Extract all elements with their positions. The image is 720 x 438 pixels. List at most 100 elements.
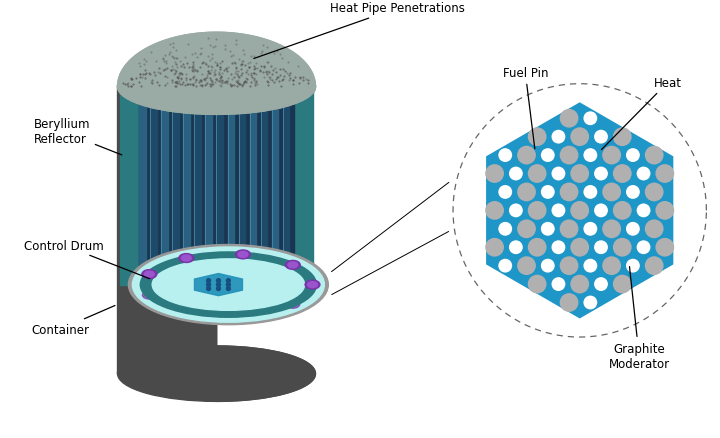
Polygon shape [261, 88, 267, 285]
Circle shape [207, 279, 210, 283]
Ellipse shape [117, 60, 315, 115]
Circle shape [528, 165, 546, 184]
Circle shape [226, 287, 230, 291]
Circle shape [626, 149, 640, 162]
Circle shape [645, 257, 664, 276]
Circle shape [570, 128, 589, 147]
Polygon shape [228, 88, 234, 285]
Circle shape [626, 259, 640, 273]
Circle shape [498, 149, 512, 162]
Circle shape [559, 220, 578, 239]
Circle shape [645, 183, 664, 202]
Polygon shape [161, 88, 168, 285]
Circle shape [559, 183, 578, 202]
Polygon shape [184, 88, 190, 285]
Ellipse shape [307, 282, 318, 288]
Circle shape [517, 220, 536, 239]
Circle shape [645, 220, 664, 239]
Text: Fuel Pin: Fuel Pin [503, 67, 548, 149]
Polygon shape [120, 88, 313, 285]
Circle shape [552, 278, 565, 291]
Circle shape [226, 279, 230, 283]
Circle shape [583, 296, 598, 310]
Circle shape [613, 165, 631, 184]
Ellipse shape [143, 291, 156, 299]
Circle shape [602, 183, 621, 202]
Ellipse shape [117, 346, 315, 402]
Circle shape [509, 204, 523, 218]
Circle shape [207, 287, 210, 291]
Ellipse shape [139, 64, 294, 111]
Circle shape [613, 201, 631, 220]
Circle shape [583, 186, 598, 199]
Circle shape [207, 283, 210, 287]
Circle shape [509, 241, 523, 254]
Circle shape [655, 238, 674, 257]
Circle shape [636, 204, 650, 218]
Polygon shape [217, 88, 223, 285]
Text: Beryllium
Reflector: Beryllium Reflector [33, 118, 122, 155]
Polygon shape [194, 274, 243, 296]
Circle shape [226, 283, 230, 287]
Circle shape [594, 131, 608, 144]
Polygon shape [139, 88, 146, 285]
Polygon shape [194, 88, 201, 285]
Circle shape [570, 165, 589, 184]
Circle shape [583, 112, 598, 126]
Circle shape [528, 238, 546, 257]
Circle shape [594, 241, 608, 254]
Circle shape [517, 257, 536, 276]
Ellipse shape [286, 300, 300, 309]
Circle shape [594, 204, 608, 218]
Text: Heat: Heat [601, 77, 682, 150]
Polygon shape [150, 88, 157, 285]
Circle shape [636, 241, 650, 254]
Circle shape [485, 238, 504, 257]
Circle shape [485, 201, 504, 220]
Circle shape [559, 293, 578, 312]
Polygon shape [117, 60, 217, 374]
Ellipse shape [235, 251, 251, 259]
Circle shape [594, 167, 608, 181]
Circle shape [636, 167, 650, 181]
Circle shape [552, 204, 565, 218]
Circle shape [613, 128, 631, 147]
Polygon shape [283, 88, 289, 285]
Circle shape [528, 128, 546, 147]
Ellipse shape [305, 280, 320, 290]
Circle shape [217, 279, 220, 283]
Circle shape [645, 146, 664, 165]
Circle shape [583, 259, 598, 273]
Circle shape [583, 223, 598, 236]
Circle shape [552, 131, 565, 144]
Ellipse shape [128, 245, 328, 325]
Polygon shape [271, 88, 278, 285]
Circle shape [528, 275, 546, 294]
Polygon shape [217, 60, 315, 402]
Circle shape [570, 275, 589, 294]
Circle shape [655, 165, 674, 184]
Circle shape [517, 183, 536, 202]
Circle shape [541, 149, 554, 162]
Circle shape [541, 259, 554, 273]
Circle shape [602, 146, 621, 165]
Circle shape [570, 201, 589, 220]
Circle shape [217, 287, 220, 291]
Circle shape [602, 220, 621, 239]
Text: Control Drum: Control Drum [24, 239, 150, 279]
Circle shape [528, 201, 546, 220]
Ellipse shape [179, 254, 194, 263]
Circle shape [570, 238, 589, 257]
Circle shape [559, 257, 578, 276]
Ellipse shape [285, 261, 300, 270]
Polygon shape [172, 88, 179, 285]
Polygon shape [117, 33, 315, 88]
Circle shape [613, 275, 631, 294]
Circle shape [626, 186, 640, 199]
Circle shape [541, 186, 554, 199]
Circle shape [498, 223, 512, 236]
Circle shape [217, 283, 220, 287]
Circle shape [552, 241, 565, 254]
Text: Container: Container [32, 306, 115, 336]
Circle shape [552, 167, 565, 181]
